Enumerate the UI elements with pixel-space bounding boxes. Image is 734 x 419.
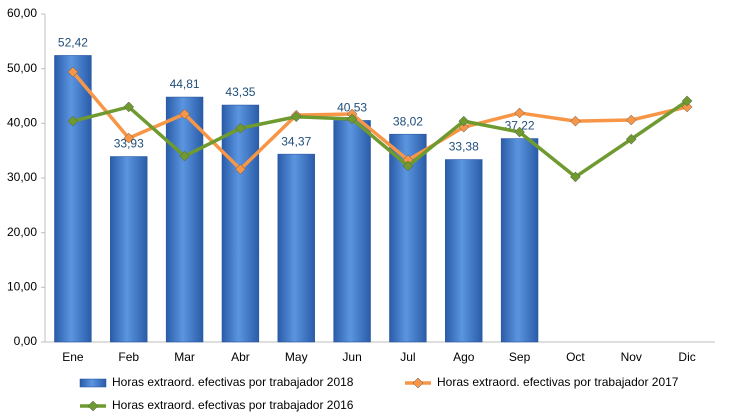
- bar: [333, 120, 371, 343]
- point: [179, 108, 190, 120]
- x-tick-label: May: [285, 350, 308, 364]
- y-tick-label: 40,00: [7, 116, 37, 130]
- bar: [445, 159, 483, 343]
- line: [71, 70, 688, 172]
- x-tick-label: Ago: [453, 350, 475, 364]
- y-tick-label: 0,00: [14, 334, 38, 348]
- x-tick-label: Mar: [174, 350, 195, 364]
- legend-label: Horas extraord. efectivas por trabajador…: [112, 375, 354, 389]
- legend-swatch: [79, 378, 107, 388]
- point: [123, 132, 135, 144]
- x-tick-label: Jun: [342, 350, 361, 364]
- bar: [277, 153, 315, 343]
- x-tick-label: Sep: [509, 350, 531, 364]
- y-tick-label: 60,00: [7, 6, 37, 20]
- x-tick-label: Nov: [621, 350, 642, 364]
- point: [681, 95, 693, 107]
- data-label: 33,93: [114, 137, 144, 151]
- point: [290, 111, 302, 123]
- point: [123, 101, 135, 113]
- point: [625, 114, 637, 126]
- point: [458, 115, 470, 127]
- legend-swatch: [412, 377, 424, 389]
- legend-label: Horas extraord. efectivas por trabajador…: [437, 375, 679, 389]
- line: [72, 99, 689, 179]
- x-tick-label: Dic: [678, 350, 695, 364]
- bar: [165, 96, 204, 343]
- bar: [500, 138, 539, 343]
- x-tick-label: Jul: [400, 350, 415, 364]
- point: [67, 115, 79, 127]
- y-tick-label: 10,00: [7, 280, 37, 294]
- x-tick-label: Ene: [62, 350, 84, 364]
- point: [402, 160, 414, 172]
- bar: [54, 55, 92, 343]
- x-tick-label: Abr: [231, 350, 250, 364]
- y-tick-label: 20,00: [7, 225, 37, 239]
- bar: [110, 156, 148, 343]
- point: [570, 171, 581, 183]
- legend-label: Horas extraord. efectivas por trabajador…: [112, 398, 354, 412]
- data-label: 33,38: [449, 140, 479, 154]
- legend-swatch: [87, 400, 99, 412]
- point: [625, 133, 637, 145]
- data-label: 52,42: [58, 36, 88, 50]
- point: [514, 126, 525, 138]
- y-tick-label: 50,00: [7, 61, 37, 75]
- data-label: 38,02: [393, 114, 423, 128]
- x-tick-label: Oct: [566, 350, 585, 364]
- data-label: 43,35: [225, 85, 255, 99]
- y-tick-label: 30,00: [7, 170, 37, 184]
- data-label: 34,37: [281, 134, 311, 148]
- x-tick-label: Feb: [118, 350, 139, 364]
- data-label: 40,53: [337, 101, 367, 115]
- bar: [221, 104, 260, 343]
- point: [235, 122, 246, 134]
- point: [514, 107, 525, 119]
- point: [67, 66, 79, 78]
- point: [179, 150, 190, 162]
- point: [235, 163, 246, 175]
- data-label: 44,81: [170, 77, 200, 91]
- point: [570, 115, 581, 127]
- point: [346, 113, 358, 125]
